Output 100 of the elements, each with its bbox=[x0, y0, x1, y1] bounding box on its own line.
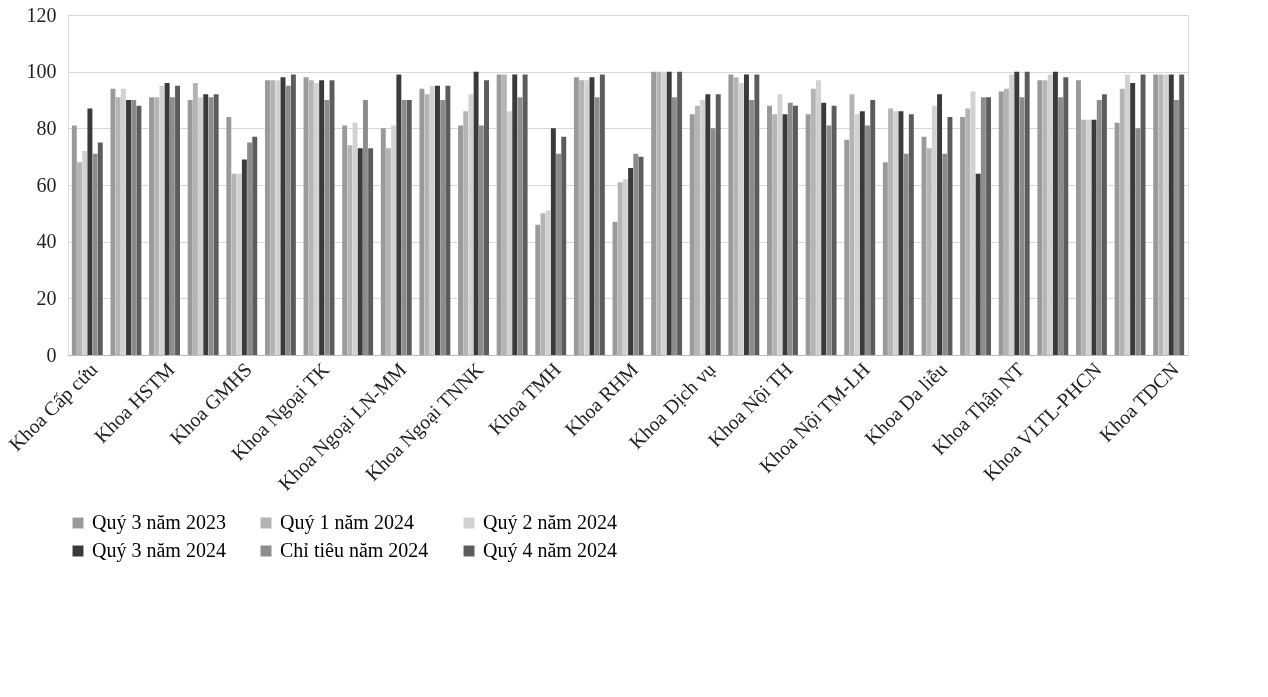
bar bbox=[175, 85, 180, 355]
bar bbox=[131, 100, 137, 355]
bar bbox=[805, 114, 811, 355]
bar bbox=[882, 162, 888, 355]
bar bbox=[110, 88, 116, 355]
legend-label: Quý 3 năm 2024 bbox=[92, 539, 226, 562]
bar bbox=[831, 105, 837, 355]
bar bbox=[573, 77, 579, 355]
bar bbox=[149, 97, 155, 355]
bar bbox=[700, 100, 706, 355]
bar bbox=[937, 94, 943, 355]
bar bbox=[561, 136, 567, 355]
bar bbox=[164, 83, 170, 355]
bar bbox=[947, 117, 953, 355]
bar bbox=[550, 128, 556, 355]
bar bbox=[512, 74, 518, 355]
bar bbox=[198, 97, 204, 355]
bar bbox=[689, 114, 695, 355]
bar bbox=[986, 97, 992, 355]
bar bbox=[651, 71, 657, 355]
bar bbox=[898, 111, 904, 355]
bar bbox=[942, 153, 948, 355]
bar bbox=[1101, 94, 1107, 355]
bar bbox=[754, 74, 760, 355]
bar bbox=[319, 80, 325, 355]
bar bbox=[87, 108, 93, 355]
bar bbox=[893, 111, 899, 355]
bar bbox=[92, 153, 98, 355]
bar bbox=[975, 173, 981, 355]
bar bbox=[458, 125, 463, 355]
bar bbox=[1058, 97, 1064, 355]
bar bbox=[120, 88, 126, 355]
bar bbox=[380, 128, 386, 355]
legend-label: Chỉ tiêu năm 2024 bbox=[280, 539, 429, 561]
bar bbox=[594, 97, 600, 355]
bar bbox=[290, 74, 296, 355]
bar bbox=[252, 136, 258, 355]
bar bbox=[1153, 74, 1159, 355]
bar bbox=[496, 74, 502, 355]
bar bbox=[1140, 74, 1146, 355]
bar bbox=[622, 179, 628, 355]
bar bbox=[429, 85, 435, 355]
bar bbox=[980, 97, 986, 355]
bar bbox=[715, 94, 721, 355]
bar bbox=[357, 148, 363, 355]
bar bbox=[247, 142, 253, 355]
bar bbox=[187, 100, 193, 355]
bar bbox=[324, 100, 330, 355]
bar bbox=[213, 94, 219, 355]
bar bbox=[767, 105, 772, 355]
bar bbox=[226, 117, 232, 355]
bar bbox=[71, 125, 77, 355]
bar bbox=[1009, 74, 1015, 355]
bar bbox=[903, 153, 909, 355]
bar bbox=[1135, 128, 1141, 355]
bar bbox=[126, 100, 131, 355]
bar bbox=[677, 71, 683, 355]
bar bbox=[440, 100, 446, 355]
bar bbox=[787, 102, 793, 355]
bar bbox=[666, 71, 672, 355]
bar bbox=[556, 153, 562, 355]
bar bbox=[1014, 71, 1020, 355]
bar bbox=[671, 97, 677, 355]
bar bbox=[97, 142, 103, 355]
bar bbox=[633, 153, 639, 355]
bar bbox=[960, 117, 966, 355]
bar bbox=[1096, 100, 1102, 355]
bar bbox=[1047, 74, 1053, 355]
y-tick-label: 120 bbox=[26, 3, 57, 26]
bar bbox=[1024, 71, 1030, 355]
y-tick-label: 60 bbox=[36, 173, 57, 196]
bar bbox=[241, 159, 247, 355]
bar bbox=[1168, 74, 1174, 355]
bar bbox=[203, 94, 209, 355]
bar bbox=[406, 100, 412, 355]
bar bbox=[82, 151, 88, 355]
bar bbox=[743, 74, 749, 355]
bar bbox=[368, 148, 374, 355]
bar bbox=[826, 125, 832, 355]
bar bbox=[998, 91, 1004, 355]
bar bbox=[484, 80, 489, 355]
bar bbox=[865, 125, 870, 355]
bar bbox=[362, 100, 368, 355]
bar bbox=[749, 100, 755, 355]
bar bbox=[522, 74, 528, 355]
y-tick-label: 40 bbox=[36, 230, 57, 253]
y-tick-label: 80 bbox=[36, 116, 57, 139]
legend-label: Quý 1 năm 2024 bbox=[280, 511, 414, 534]
bar bbox=[821, 102, 827, 355]
bar bbox=[285, 85, 291, 355]
bar bbox=[599, 74, 605, 355]
bar bbox=[303, 77, 309, 355]
bar bbox=[628, 168, 634, 355]
legend-label: Quý 2 năm 2024 bbox=[483, 511, 617, 534]
bar bbox=[445, 85, 451, 355]
legend-label: Quý 3 năm 2023 bbox=[92, 511, 226, 534]
bar bbox=[264, 80, 270, 355]
bar bbox=[435, 85, 440, 355]
bar bbox=[1130, 83, 1136, 355]
bar bbox=[782, 114, 788, 355]
